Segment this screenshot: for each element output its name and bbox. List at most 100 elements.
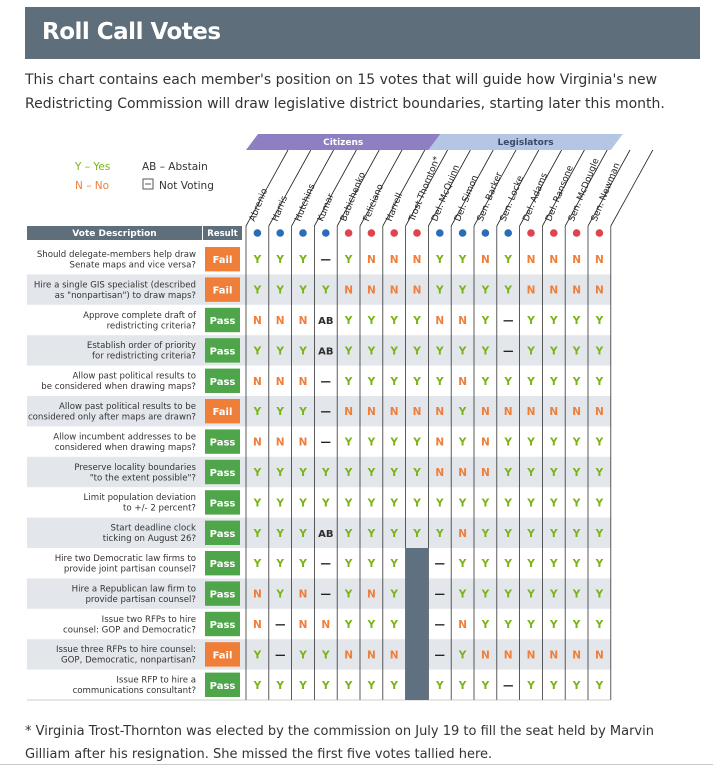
party-dot bbox=[253, 229, 262, 237]
table-row-bg bbox=[27, 335, 611, 366]
result-label: Fail bbox=[213, 286, 233, 297]
result-label: Pass bbox=[210, 559, 236, 570]
result-label: Pass bbox=[210, 529, 236, 540]
vote-mark: Y bbox=[526, 437, 535, 449]
vote-mark: Y bbox=[503, 589, 512, 601]
page-title: Roll Call Votes bbox=[42, 19, 221, 45]
vote-mark: Y bbox=[321, 467, 330, 479]
vote-description: Hire two Democratic law firms to provide … bbox=[55, 554, 196, 575]
column-header-divider bbox=[291, 149, 334, 227]
vote-mark: N bbox=[299, 315, 308, 327]
vote-mark: Y bbox=[298, 558, 307, 570]
vote-mark: Y bbox=[253, 254, 262, 266]
citizens-band bbox=[246, 134, 441, 150]
vote-mark: N bbox=[367, 589, 376, 601]
vote-mark: Y bbox=[503, 528, 512, 540]
vote-mark: Y bbox=[526, 528, 535, 540]
vote-mark: Y bbox=[344, 467, 353, 479]
vote-mark: Y bbox=[389, 497, 398, 509]
vote-mark: Y bbox=[481, 497, 490, 509]
vote-description: Allow past political results to be consid… bbox=[41, 372, 196, 393]
vote-mark: Y bbox=[298, 528, 307, 540]
vote-mark: — bbox=[503, 345, 514, 357]
result-label: Pass bbox=[210, 590, 236, 601]
vote-mark: Y bbox=[572, 467, 581, 479]
vote-mark: N bbox=[458, 619, 467, 631]
vote-mark: — bbox=[275, 649, 286, 661]
vote-mark: Y bbox=[595, 619, 604, 631]
vote-mark: Y bbox=[412, 437, 421, 449]
vote-mark: N bbox=[435, 315, 444, 327]
legislators-label: Legislators bbox=[498, 138, 554, 148]
vote-mark: Y bbox=[526, 497, 535, 509]
vote-mark: Y bbox=[595, 497, 604, 509]
legend-no: N – No bbox=[75, 180, 109, 192]
vote-mark: Y bbox=[549, 680, 558, 692]
vote-mark: Y bbox=[481, 376, 490, 388]
vote-mark: — bbox=[435, 589, 446, 601]
vote-mark: — bbox=[503, 315, 514, 327]
vote-mark: N bbox=[549, 285, 558, 297]
vote-mark: Y bbox=[389, 315, 398, 327]
vote-mark: Y bbox=[344, 680, 353, 692]
vote-mark: — bbox=[321, 376, 332, 388]
vote-mark: Y bbox=[572, 345, 581, 357]
vote-mark: N bbox=[458, 376, 467, 388]
vote-mark: Y bbox=[595, 558, 604, 570]
vote-mark: N bbox=[435, 437, 444, 449]
party-dot bbox=[367, 229, 376, 237]
result-badge bbox=[205, 338, 240, 363]
vote-mark: Y bbox=[389, 437, 398, 449]
vote-mark: Y bbox=[253, 680, 262, 692]
vote-mark: Y bbox=[503, 467, 512, 479]
member-name: Abrenio bbox=[248, 187, 270, 223]
vote-mark: Y bbox=[549, 376, 558, 388]
member-name: Hutchins bbox=[294, 182, 318, 223]
footnote: * Virginia Trost-Thornton was elected by… bbox=[25, 724, 654, 762]
vote-mark: Y bbox=[275, 285, 284, 297]
vote-mark: N bbox=[481, 254, 490, 266]
vote-mark: Y bbox=[549, 558, 558, 570]
vote-mark: Y bbox=[526, 315, 535, 327]
vote-mark: Y bbox=[298, 680, 307, 692]
result-badge bbox=[205, 459, 240, 485]
column-header-divider bbox=[359, 149, 403, 227]
column-header-divider bbox=[519, 149, 562, 227]
vote-mark: Y bbox=[503, 376, 512, 388]
vote-mark: Y bbox=[526, 589, 535, 601]
vote-mark: Y bbox=[595, 467, 604, 479]
vote-description: Start deadline clock ticking on August 26… bbox=[103, 524, 196, 545]
result-badge bbox=[205, 551, 240, 576]
result-label: Pass bbox=[210, 377, 236, 388]
result-label: Pass bbox=[210, 316, 236, 327]
column-header-divider bbox=[564, 149, 608, 227]
vote-mark: Y bbox=[367, 437, 376, 449]
result-badge bbox=[205, 611, 240, 637]
vote-mark: N bbox=[458, 528, 467, 540]
vote-mark: — bbox=[503, 680, 514, 692]
table-row-bg bbox=[27, 578, 611, 609]
description-header: Vote Description bbox=[72, 229, 156, 239]
vote-mark: Y bbox=[389, 619, 398, 631]
party-dot bbox=[595, 229, 604, 237]
party-dot bbox=[344, 229, 353, 237]
party-dot bbox=[527, 229, 535, 237]
party-dot bbox=[481, 229, 490, 237]
vote-mark: Y bbox=[458, 345, 467, 357]
vote-mark: Y bbox=[275, 680, 284, 692]
vote-description: Allow incumbent addresses to be considere… bbox=[53, 432, 196, 453]
vote-mark: N bbox=[253, 589, 262, 601]
vote-mark: Y bbox=[572, 315, 581, 327]
vote-mark: N bbox=[413, 285, 422, 297]
vote-mark: Y bbox=[595, 437, 604, 449]
vote-mark: Y bbox=[481, 589, 490, 601]
vote-mark: Y bbox=[344, 315, 353, 327]
vote-mark: Y bbox=[481, 285, 490, 297]
vote-mark: Y bbox=[503, 497, 512, 509]
vote-mark: Y bbox=[389, 376, 398, 388]
column-header-divider bbox=[610, 149, 654, 227]
vote-mark: Y bbox=[481, 680, 490, 692]
vote-mark: Y bbox=[412, 315, 421, 327]
vote-mark: Y bbox=[367, 345, 376, 357]
vote-mark: — bbox=[435, 558, 446, 570]
